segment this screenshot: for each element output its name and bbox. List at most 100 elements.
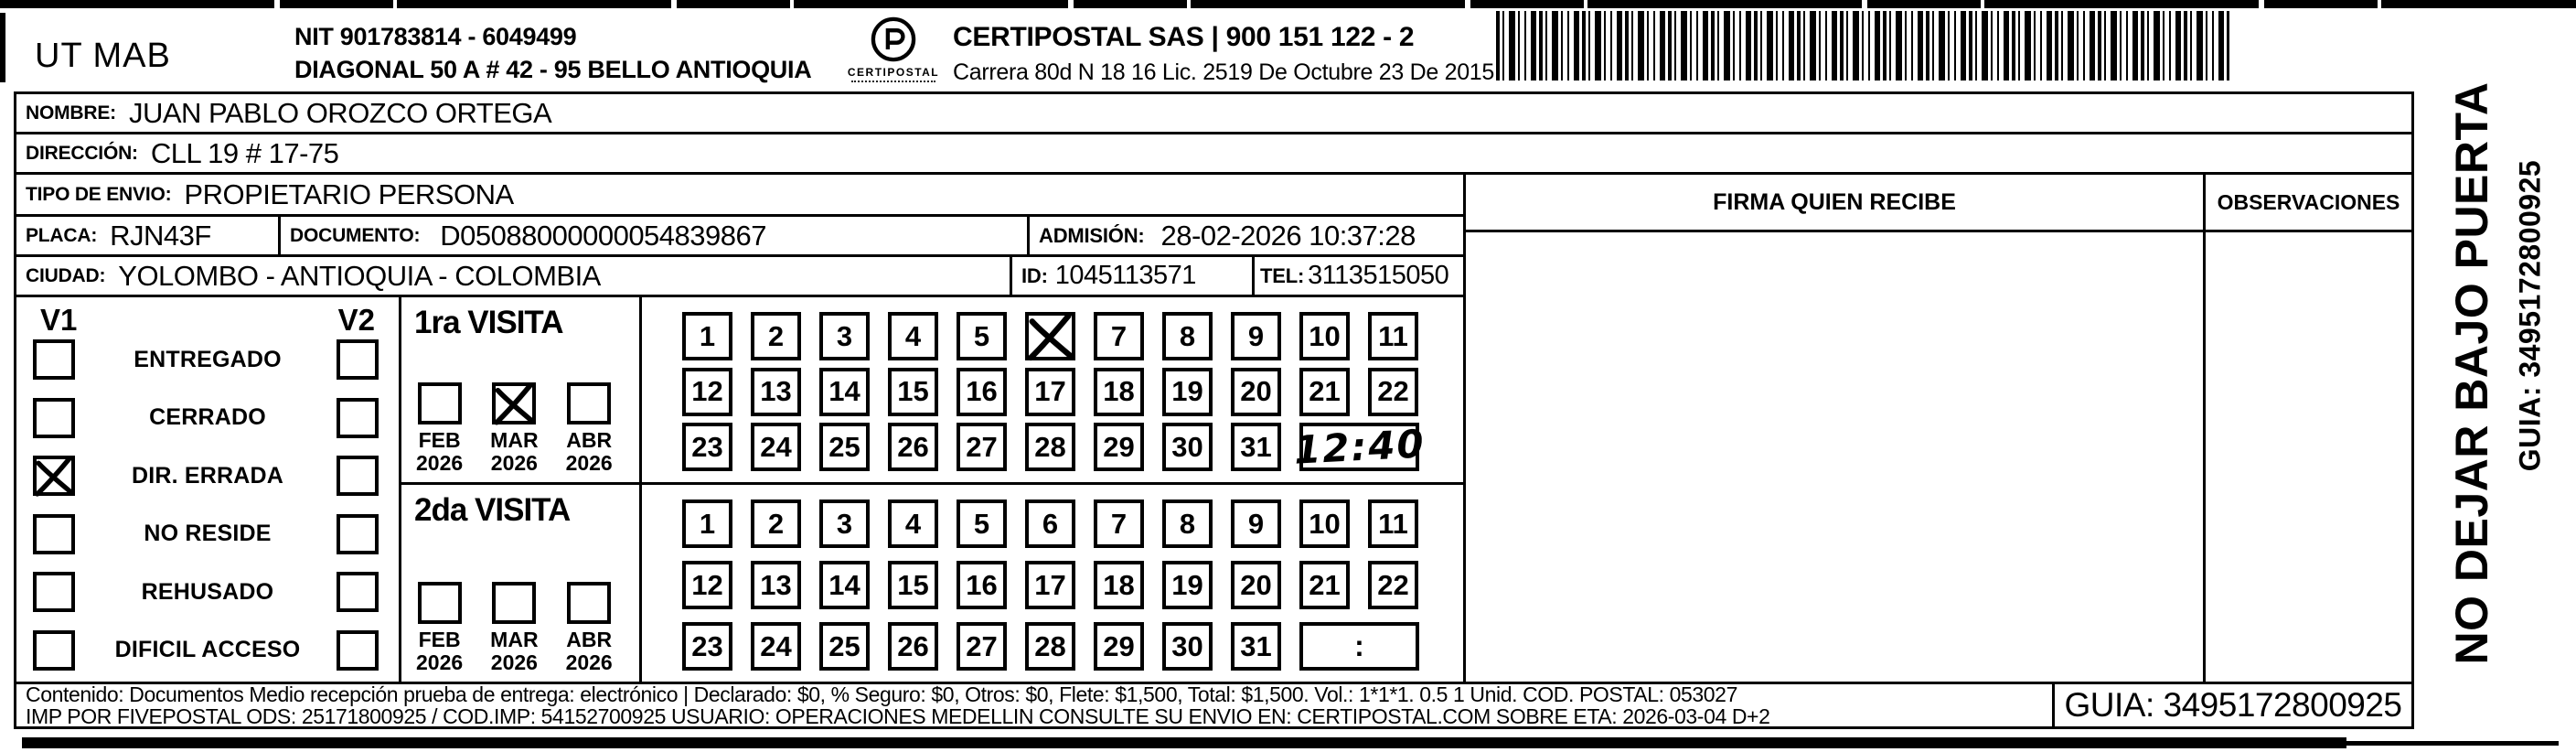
license-line: Carrera 80d N 18 16 Lic. 2519 De Octubre… xyxy=(953,59,1495,85)
status-row: CERRADO xyxy=(33,397,382,438)
day-row: 23 24 25 26 27 28 29 30 31: xyxy=(682,622,1419,671)
month-checkbox xyxy=(492,382,537,425)
day-row: 12 13 14 15 16 17 18 19 20 21 22 xyxy=(682,561,1418,609)
v1-checkbox xyxy=(33,513,75,554)
scan-artifact-bottom-bar-2 xyxy=(2346,741,2559,746)
day-box-3: 3 xyxy=(819,312,870,360)
time-value: : xyxy=(1354,629,1364,662)
sender-info-block: NIT 901783814 - 6049499 DIAGONAL 50 A # … xyxy=(294,20,812,86)
v1-column-header: V1 xyxy=(40,303,78,337)
day-box-31: 31 xyxy=(1231,423,1281,471)
nombre-row: NOMBRE: JUAN PABLO OROZCO ORTEGA xyxy=(14,91,2414,134)
visit1-day-grid: 1234567891011121314151617181920212223242… xyxy=(639,295,1466,485)
visit1-panel: 1ra VISITA FEB 2026 MAR 2026 ABR 2026 xyxy=(399,295,642,485)
day-box-17: 17 xyxy=(1025,561,1075,609)
visit1-title: 1ra VISITA xyxy=(414,305,563,340)
day-box-30: 30 xyxy=(1162,423,1213,471)
month-option-feb: FEB 2026 xyxy=(416,582,463,674)
day-box-7: 7 xyxy=(1094,312,1144,360)
status-label: NO RESIDE xyxy=(144,521,272,547)
handwritten-x-mark xyxy=(494,382,536,425)
day-box-15: 15 xyxy=(888,561,938,609)
tel-cell: TEL: 3113515050 xyxy=(1252,254,1466,297)
day-box-3: 3 xyxy=(819,500,870,548)
v2-checkbox xyxy=(337,513,379,554)
month-option-feb: FEB 2026 xyxy=(416,382,463,475)
visit2-title: 2da VISITA xyxy=(414,492,571,528)
day-box-30: 30 xyxy=(1162,622,1213,671)
v2-checkbox xyxy=(337,339,379,380)
day-box-8: 8 xyxy=(1162,312,1213,360)
day-row: 23 24 25 26 27 28 29 30 31 12:40 xyxy=(682,421,1427,473)
status-label: ENTREGADO xyxy=(134,346,282,372)
scan-artifact-top-bar xyxy=(0,0,2576,8)
company-line: CERTIPOSTAL SAS | 900 151 122 - 2 xyxy=(953,22,1415,52)
side-note-guia: GUIA: 3495172800925 xyxy=(2513,159,2547,472)
side-note-no-dejar: NO DEJAR BAJO PUERTA xyxy=(2446,81,2497,665)
tipo-envio-value: PROPIETARIO PERSONA xyxy=(184,177,514,210)
day-box-13: 13 xyxy=(751,561,801,609)
day-box-19: 19 xyxy=(1162,367,1213,416)
month-label: ABR xyxy=(566,428,613,452)
day-box-11: 11 xyxy=(1368,312,1418,360)
day-box-10: 10 xyxy=(1299,312,1350,360)
status-label: REHUSADO xyxy=(141,578,274,605)
scan-artifact-bottom-bar xyxy=(22,737,2346,748)
tipo-envio-row: TIPO DE ENVIO: PROPIETARIO PERSONA xyxy=(14,172,1466,217)
day-box-22: 22 xyxy=(1368,561,1418,609)
certipostal-logo: CERTIPOSTAL xyxy=(834,15,953,82)
day-box-26: 26 xyxy=(888,622,938,671)
v2-checkbox xyxy=(337,572,379,613)
day-box-15: 15 xyxy=(888,367,938,416)
month-checkbox xyxy=(417,382,462,424)
day-box-16: 16 xyxy=(957,561,1007,609)
day-box-25: 25 xyxy=(819,622,870,671)
day-box-24: 24 xyxy=(751,423,801,471)
month-year: 2026 xyxy=(490,650,538,674)
company-info-block: CERTIPOSTAL SAS | 900 151 122 - 2 Carrer… xyxy=(953,20,1494,90)
time-value: 12:40 xyxy=(1292,421,1427,473)
visit1-months: FEB 2026 MAR 2026 ABR 2026 xyxy=(414,382,626,475)
month-label: ABR xyxy=(566,628,613,651)
status-row: DIR. ERRADA xyxy=(33,456,382,497)
month-year: 2026 xyxy=(416,650,464,674)
day-box-25: 25 xyxy=(819,423,870,471)
direccion-value: CLL 19 # 17-75 xyxy=(150,136,339,169)
day-box-9: 9 xyxy=(1231,500,1281,548)
v1-checkbox xyxy=(33,456,75,497)
firma-signature-area xyxy=(1463,230,2206,684)
status-label: DIR. ERRADA xyxy=(131,462,284,489)
v1-checkbox xyxy=(33,629,75,671)
placa-cell: PLACA: RJN43F xyxy=(14,214,281,257)
month-checkbox xyxy=(417,582,462,624)
scan-artifact-left-tick xyxy=(0,13,5,82)
day-box-23: 23 xyxy=(682,622,732,671)
v2-column-header: V2 xyxy=(337,303,375,337)
day-box-13: 13 xyxy=(751,367,801,416)
handwritten-x-mark xyxy=(1027,313,1074,361)
direccion-row: DIRECCIÓN: CLL 19 # 17-75 xyxy=(14,132,2414,175)
ciudad-label: CIUDAD: xyxy=(26,264,106,286)
documento-cell: DOCUMENTO: D05088000000054839867 xyxy=(278,214,1030,257)
certipostal-logo-icon xyxy=(871,16,916,62)
day-box-10: 10 xyxy=(1299,500,1350,548)
nit-line: NIT 901783814 - 6049499 xyxy=(294,23,577,50)
status-label: CERRADO xyxy=(149,404,266,431)
tel-value: 3113515050 xyxy=(1308,261,1449,290)
day-box-9: 9 xyxy=(1231,312,1281,360)
day-box-24: 24 xyxy=(751,622,801,671)
day-box-18: 18 xyxy=(1094,561,1144,609)
placa-value: RJN43F xyxy=(110,219,211,252)
ciudad-value: YOLOMBO - ANTIOQUIA - COLOMBIA xyxy=(118,259,601,292)
day-box-6: 6 xyxy=(1025,312,1075,361)
month-year: 2026 xyxy=(565,451,613,475)
nombre-label: NOMBRE: xyxy=(26,102,116,124)
admision-value: 28-02-2026 10:37:28 xyxy=(1160,219,1416,252)
month-label: FEB xyxy=(418,428,461,452)
day-box-29: 29 xyxy=(1094,622,1144,671)
tel-label: TEL: xyxy=(1260,263,1305,287)
day-box-28: 28 xyxy=(1025,423,1075,471)
day-box-6: 6 xyxy=(1025,500,1075,548)
status-row: DIFICIL ACCESO xyxy=(33,629,382,671)
day-box-16: 16 xyxy=(957,367,1007,416)
